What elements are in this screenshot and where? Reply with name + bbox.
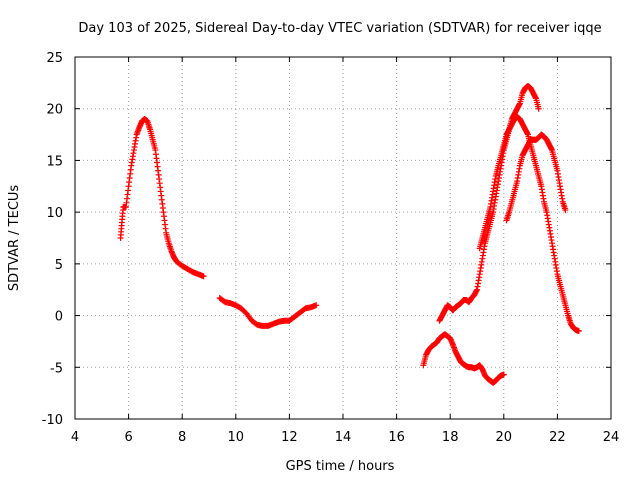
x-tick-label: 14 (335, 430, 352, 445)
data-point-marker (500, 371, 507, 378)
x-tick-label: 12 (281, 430, 298, 445)
data-point-marker (575, 328, 582, 335)
chart-title: Day 103 of 2025, Sidereal Day-to-day VTE… (78, 21, 601, 36)
series-evening-peak-c (503, 131, 569, 224)
data-point-marker (200, 273, 207, 280)
x-tick-label: 22 (549, 430, 566, 445)
x-axis-label: GPS time / hours (286, 459, 395, 474)
data-points (117, 82, 582, 386)
y-tick-label: 5 (55, 258, 63, 273)
y-tick-label: 25 (46, 51, 63, 66)
y-tick-label: -10 (42, 413, 63, 428)
x-tick-label: 6 (124, 430, 132, 445)
series-midday (216, 294, 320, 329)
data-point-marker (535, 105, 542, 112)
x-tick-label: 8 (178, 430, 186, 445)
y-tick-labels: -10 -5 0 5 10 15 20 25 (42, 51, 63, 428)
y-tick-label: 15 (46, 154, 63, 169)
x-tick-label: 18 (442, 430, 459, 445)
y-tick-label: -5 (50, 361, 63, 376)
series-evening-low (420, 331, 507, 386)
x-tick-label: 20 (496, 430, 513, 445)
x-tick-label: 16 (388, 430, 405, 445)
plot-frame (74, 56, 612, 420)
data-point-marker (562, 207, 569, 214)
series-morning-peak (117, 116, 207, 280)
x-tick-label: 4 (71, 430, 79, 445)
y-axis-label: SDTVAR / TECUs (7, 185, 22, 292)
data-point-marker (313, 302, 320, 309)
y-tick-label: 20 (46, 103, 63, 118)
x-tick-labels: 4 6 8 10 12 14 16 18 20 22 24 (71, 430, 619, 445)
x-tick-label: 24 (603, 430, 620, 445)
grid-lines (75, 57, 611, 419)
y-tick-label: 0 (55, 310, 63, 325)
x-tick-label: 10 (228, 430, 245, 445)
y-tick-label: 10 (46, 206, 63, 221)
